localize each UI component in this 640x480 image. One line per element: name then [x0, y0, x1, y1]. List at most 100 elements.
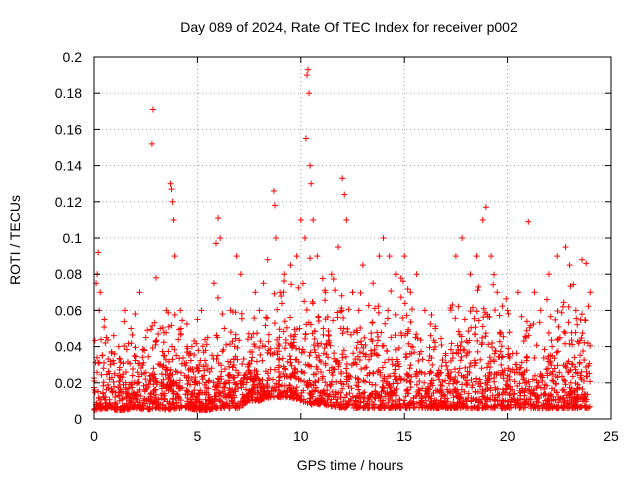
data-point: [345, 306, 352, 313]
data-point: [482, 204, 489, 211]
data-point: [425, 357, 432, 364]
data-point: [563, 364, 570, 371]
data-point: [428, 354, 435, 361]
data-point: [405, 340, 412, 347]
data-point: [549, 343, 556, 350]
data-point: [281, 278, 288, 285]
data-point: [583, 260, 590, 267]
data-point: [384, 348, 391, 355]
data-point: [178, 369, 185, 376]
data-point: [560, 376, 567, 383]
data-point: [565, 319, 572, 326]
data-point: [301, 298, 308, 305]
data-point: [100, 379, 107, 386]
data-point: [498, 361, 505, 368]
data-point: [554, 374, 561, 381]
data-point: [340, 347, 347, 354]
data-point: [210, 280, 217, 287]
data-point: [486, 314, 493, 321]
data-point: [379, 343, 386, 350]
data-point: [288, 281, 295, 288]
data-point: [157, 325, 164, 332]
data-point: [234, 344, 241, 351]
data-point: [159, 324, 166, 331]
data-point: [509, 366, 516, 373]
data-point: [276, 326, 283, 333]
data-point: [360, 350, 367, 357]
data-point: [413, 271, 420, 278]
data-point: [239, 361, 246, 368]
data-point: [388, 288, 395, 295]
data-point: [200, 363, 207, 370]
data-point: [368, 330, 375, 337]
data-point: [366, 379, 373, 386]
data-point: [341, 191, 348, 198]
x-axis-label: GPS time / hours: [297, 457, 404, 473]
data-point: [215, 215, 222, 222]
data-point: [458, 353, 465, 360]
data-point: [159, 348, 166, 355]
data-point: [505, 345, 512, 352]
data-point: [517, 395, 524, 402]
data-point: [94, 354, 101, 361]
data-point: [350, 329, 357, 336]
data-point: [480, 305, 487, 312]
data-point: [240, 394, 247, 401]
data-point: [120, 371, 127, 378]
data-point: [149, 345, 156, 352]
data-point: [216, 396, 223, 403]
data-point: [463, 381, 470, 388]
data-point: [408, 306, 415, 313]
data-point: [233, 253, 240, 260]
data-point: [149, 106, 156, 113]
data-point: [541, 385, 548, 392]
data-point: [185, 377, 192, 384]
data-point: [497, 348, 504, 355]
data-point: [387, 373, 394, 380]
data-point: [281, 318, 288, 325]
data-point: [166, 370, 173, 377]
x-tick-label: 0: [90, 428, 98, 444]
data-point: [305, 66, 312, 73]
data-point: [371, 305, 378, 312]
data-point: [403, 377, 410, 384]
data-point: [237, 271, 244, 278]
y-tick-label: 0.1: [63, 230, 83, 246]
data-point: [525, 378, 532, 385]
data-point: [478, 365, 485, 372]
data-point: [173, 352, 180, 359]
data-point: [223, 341, 230, 348]
data-point: [472, 324, 479, 331]
data-point: [265, 338, 272, 345]
data-point: [134, 379, 141, 386]
data-point: [428, 369, 435, 376]
data-point: [119, 395, 126, 402]
data-point: [301, 335, 308, 342]
data-point: [168, 186, 175, 193]
data-point: [478, 341, 485, 348]
data-point: [264, 315, 271, 322]
y-tick-label: 0.02: [55, 375, 82, 391]
data-point: [174, 391, 181, 398]
data-point: [503, 295, 510, 302]
data-point: [403, 312, 410, 319]
data-point: [264, 383, 271, 390]
data-point: [569, 373, 576, 380]
data-point: [531, 354, 538, 361]
data-point: [254, 358, 261, 365]
data-point: [357, 289, 364, 296]
data-point: [473, 253, 480, 260]
data-point: [325, 354, 332, 361]
data-point: [475, 283, 482, 290]
data-point: [98, 336, 105, 343]
data-point: [320, 325, 327, 332]
data-point: [480, 314, 487, 321]
data-point: [467, 271, 474, 278]
data-point: [395, 363, 402, 370]
data-point: [171, 253, 178, 260]
data-point: [227, 329, 234, 336]
data-point: [121, 342, 128, 349]
data-point: [399, 314, 406, 321]
data-point: [561, 378, 568, 385]
data-point: [370, 280, 377, 287]
